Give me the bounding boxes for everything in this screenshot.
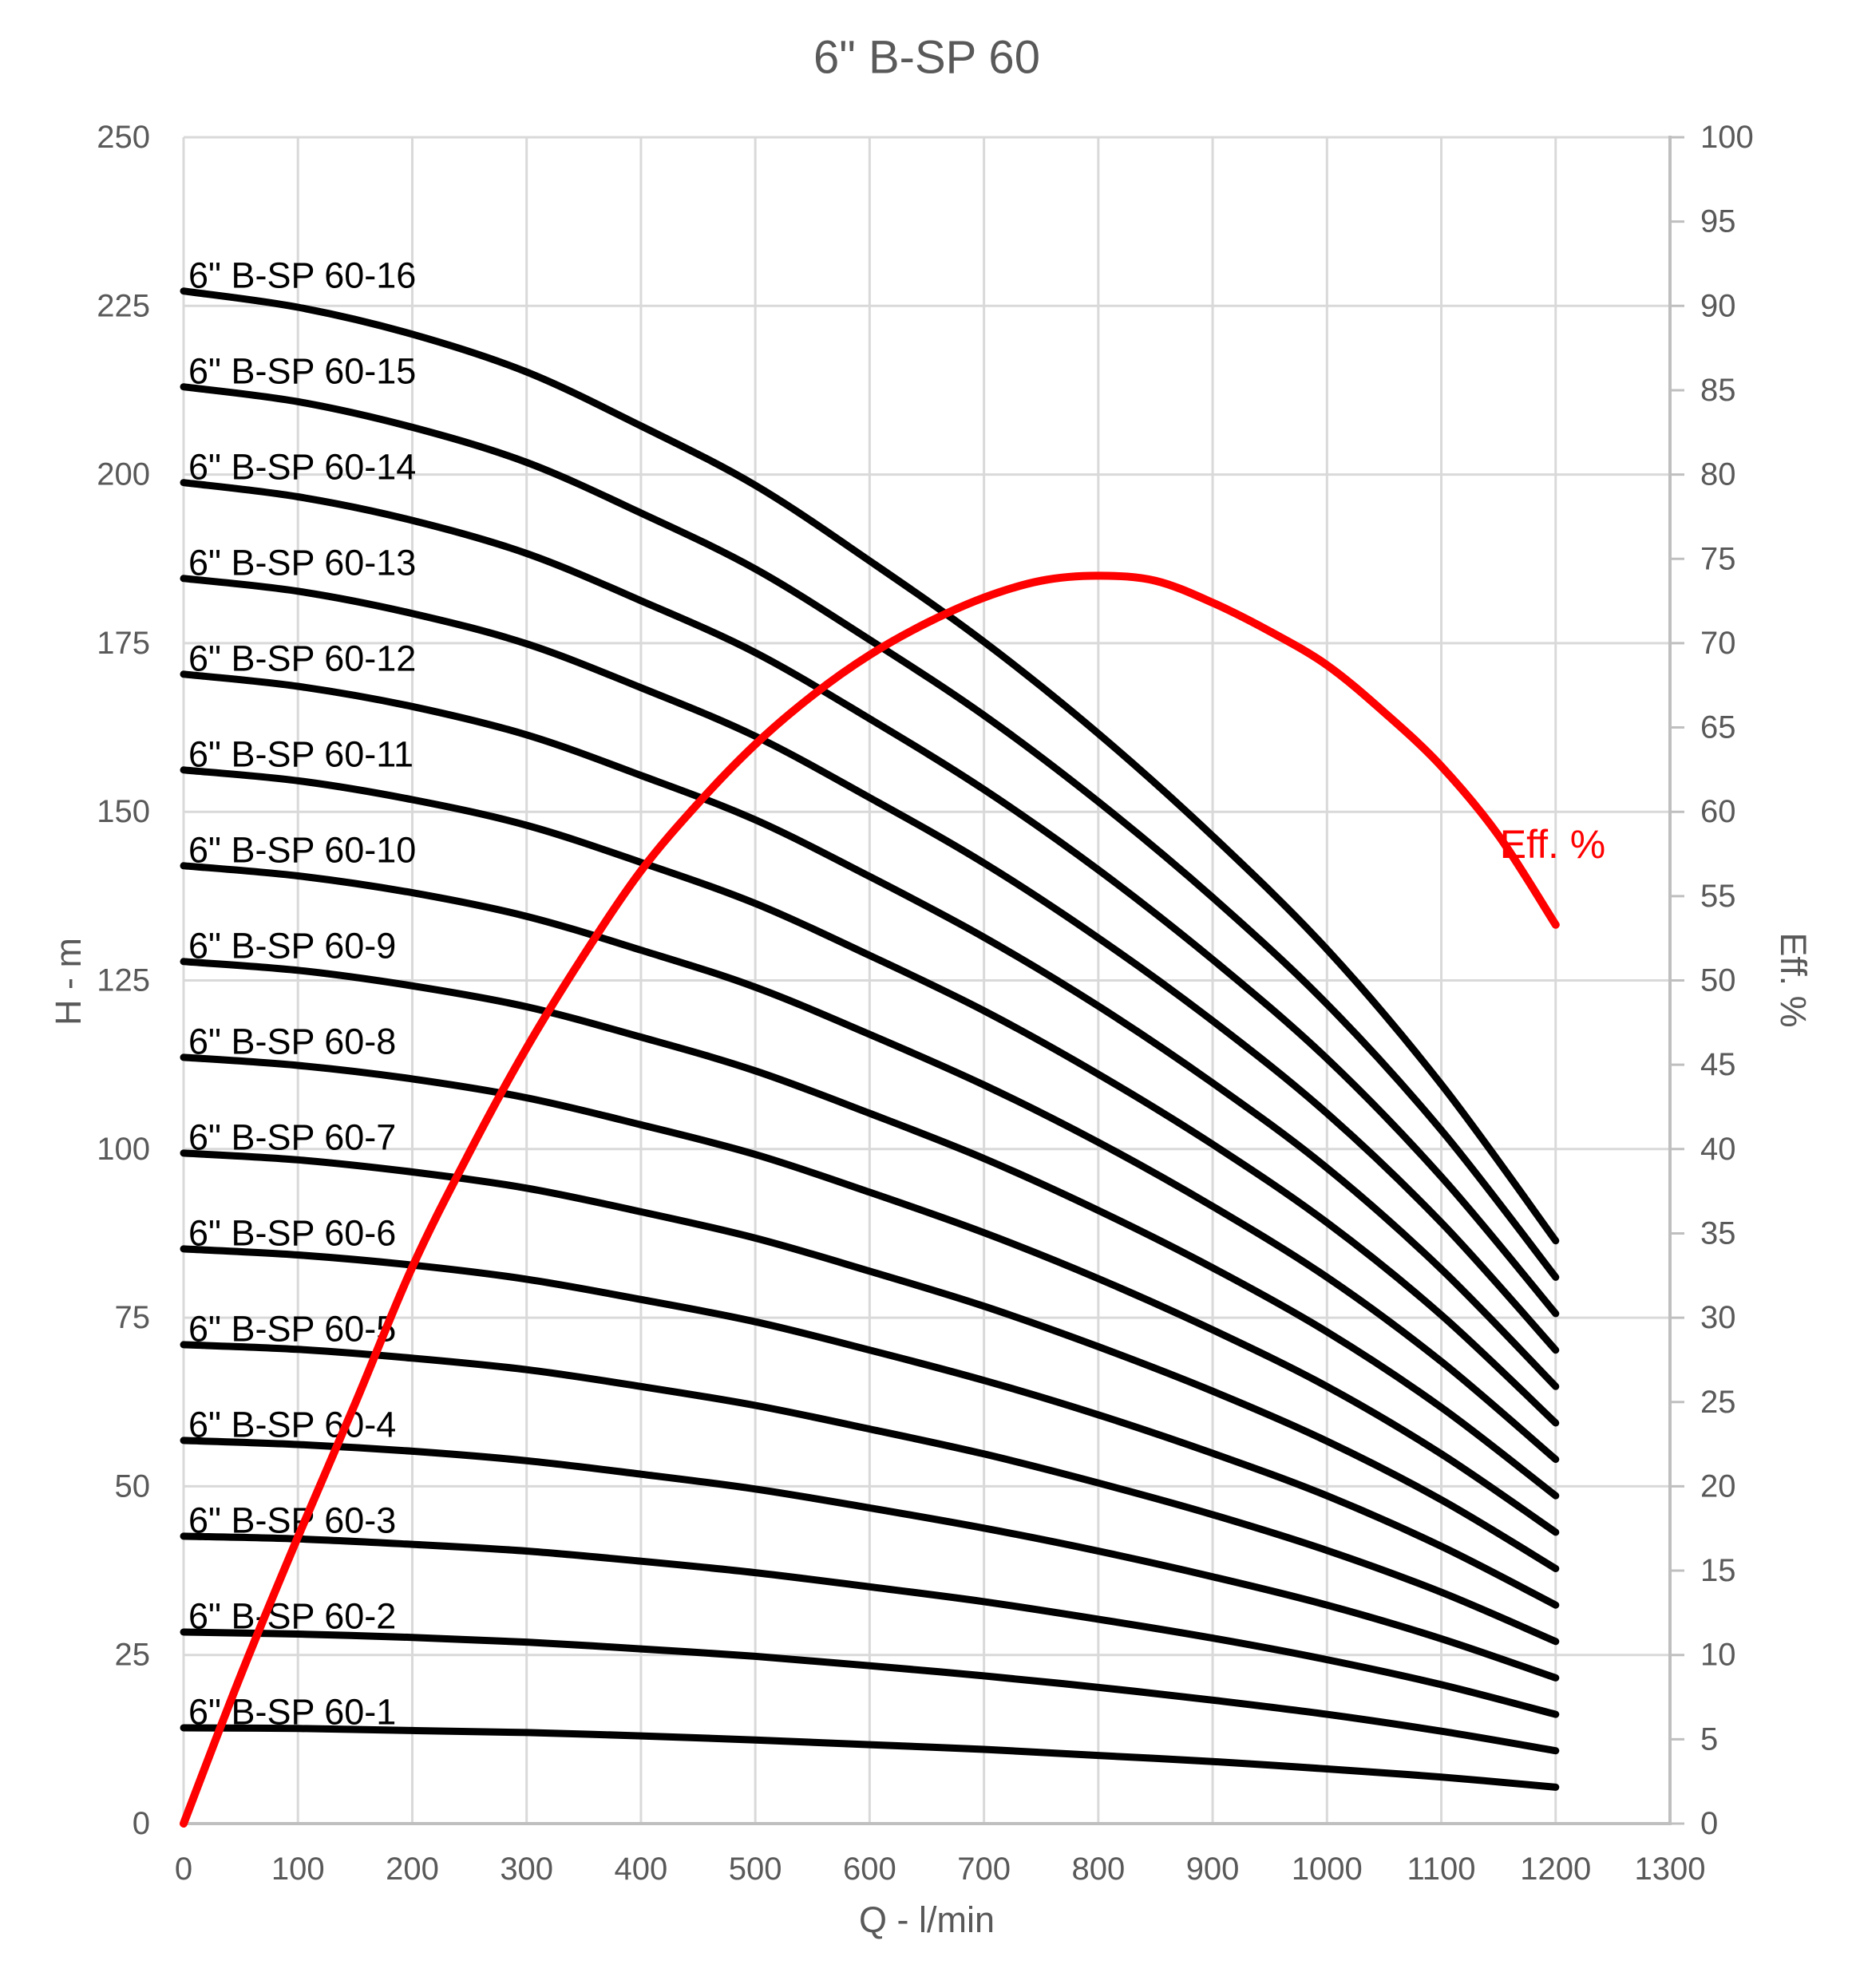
- y-right-tick-label: 75: [1700, 541, 1736, 576]
- x-tick-label: 200: [386, 1852, 439, 1887]
- y-axis-right-title: Eff. %: [1773, 932, 1814, 1028]
- head-curve-stage-1: [180, 1724, 1560, 1791]
- y-right-tick-label: 35: [1700, 1215, 1736, 1251]
- x-tick-label: 1300: [1635, 1852, 1706, 1887]
- x-tick-label: 300: [500, 1852, 553, 1887]
- y-right-tick-label: 10: [1700, 1638, 1736, 1673]
- y-left-tick-label: 175: [97, 626, 150, 661]
- head-curve-label-stage-2: 6" B-SP 60-2: [188, 1596, 396, 1637]
- head-curve-stage-12: [180, 670, 1560, 1390]
- y-right-tick-label: 95: [1700, 204, 1736, 239]
- y-right-tick-label: 50: [1700, 963, 1736, 998]
- head-curve-label-stage-11: 6" B-SP 60-11: [188, 733, 414, 774]
- y-right-tick-label: 65: [1700, 710, 1736, 745]
- head-curve-stage-2: [180, 1628, 1560, 1755]
- y-right-tick-label: 100: [1700, 120, 1754, 155]
- chart-title: 6" B-SP 60: [813, 31, 1040, 84]
- y-left-tick-label: 75: [115, 1300, 151, 1335]
- head-curve-stage-15: [180, 383, 1560, 1281]
- y-left-tick-label: 50: [115, 1468, 151, 1504]
- y-left-tick-label: 225: [97, 288, 150, 323]
- head-curve-label-stage-14: 6" B-SP 60-14: [188, 446, 416, 487]
- y-right-tick-label: 5: [1700, 1721, 1718, 1757]
- x-tick-label: 400: [615, 1852, 668, 1887]
- y-right-tick-label: 55: [1700, 879, 1736, 914]
- head-curve-label-stage-13: 6" B-SP 60-13: [188, 542, 416, 583]
- y-right-tick-label: 80: [1700, 457, 1736, 492]
- head-curve-stage-7: [180, 1149, 1560, 1572]
- y-axis-left-title: H - m: [48, 938, 89, 1026]
- head-curve-stage-9: [180, 958, 1560, 1500]
- head-curve-label-stage-4: 6" B-SP 60-4: [188, 1405, 396, 1445]
- head-curve-label-stage-7: 6" B-SP 60-7: [188, 1117, 396, 1158]
- x-tick-label: 1100: [1407, 1852, 1476, 1887]
- head-curve-stage-6: [180, 1245, 1560, 1609]
- x-tick-label: 900: [1186, 1852, 1240, 1887]
- y-left-tick-label: 125: [97, 963, 150, 998]
- head-curve-stage-4: [180, 1437, 1560, 1682]
- y-right-tick-label: 60: [1700, 794, 1736, 829]
- head-curve-stage-3: [180, 1532, 1560, 1718]
- y-right-tick-label: 0: [1700, 1806, 1718, 1841]
- x-tick-label: 800: [1071, 1852, 1125, 1887]
- y-right-tick-label: 70: [1700, 626, 1736, 661]
- head-curve-label-stage-16: 6" B-SP 60-16: [188, 255, 416, 295]
- y-right-tick-label: 90: [1700, 288, 1736, 323]
- y-right-tick-label: 25: [1700, 1385, 1736, 1420]
- head-curve-label-stage-15: 6" B-SP 60-15: [188, 350, 416, 391]
- head-curve-label-stage-8: 6" B-SP 60-8: [188, 1021, 396, 1061]
- x-tick-label: 500: [729, 1852, 782, 1887]
- x-tick-label: 100: [271, 1852, 325, 1887]
- head-curve-label-stage-10: 6" B-SP 60-10: [188, 829, 416, 870]
- x-tick-label: 600: [843, 1852, 896, 1887]
- head-curve-stage-16: [180, 287, 1560, 1245]
- efficiency-curve: [180, 571, 1560, 1828]
- y-left-tick-label: 250: [97, 120, 150, 155]
- x-tick-label: 0: [175, 1852, 192, 1887]
- y-left-tick-label: 0: [133, 1806, 150, 1841]
- head-curve-label-stage-6: 6" B-SP 60-6: [188, 1213, 396, 1254]
- head-curve-label-stage-12: 6" B-SP 60-12: [188, 638, 416, 678]
- x-tick-label: 1200: [1520, 1852, 1591, 1887]
- head-curve-label-stage-5: 6" B-SP 60-5: [188, 1309, 396, 1350]
- head-curve-label-stage-9: 6" B-SP 60-9: [188, 925, 396, 966]
- head-curve-stage-14: [180, 479, 1560, 1318]
- head-curve-stage-5: [180, 1341, 1560, 1646]
- x-tick-label: 700: [957, 1852, 1011, 1887]
- y-right-tick-label: 40: [1700, 1132, 1736, 1167]
- head-curve-stage-10: [180, 862, 1560, 1464]
- y-left-tick-label: 150: [97, 794, 150, 829]
- head-curve-stage-8: [180, 1053, 1560, 1536]
- x-axis-title: Q - l/min: [858, 1899, 995, 1940]
- y-right-tick-label: 85: [1700, 373, 1736, 408]
- head-curve-label-stage-3: 6" B-SP 60-3: [188, 1500, 396, 1541]
- y-right-tick-label: 20: [1700, 1468, 1736, 1504]
- y-left-tick-label: 100: [97, 1132, 150, 1167]
- y-left-tick-label: 25: [115, 1638, 151, 1673]
- y-right-tick-label: 45: [1700, 1047, 1736, 1082]
- y-right-tick-label: 15: [1700, 1553, 1736, 1588]
- x-tick-label: 1000: [1292, 1852, 1363, 1887]
- efficiency-curve-label: Eff. %: [1499, 822, 1606, 867]
- head-curve-stage-13: [180, 575, 1560, 1354]
- y-left-tick-label: 200: [97, 457, 150, 492]
- y-right-tick-label: 30: [1700, 1300, 1736, 1335]
- head-curve-stage-11: [180, 766, 1560, 1427]
